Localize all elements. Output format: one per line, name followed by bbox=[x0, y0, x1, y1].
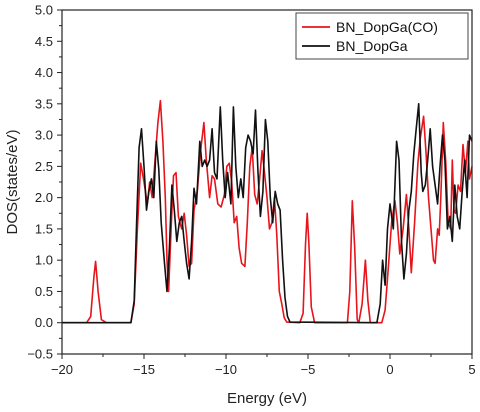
y-tick-label: 5.0 bbox=[35, 3, 53, 18]
plot-frame bbox=[61, 9, 473, 355]
y-tick-label: 0.0 bbox=[35, 315, 53, 330]
x-tick-label: 5 bbox=[468, 362, 475, 377]
y-tick-label: 2.0 bbox=[35, 190, 53, 205]
legend-label: BN_DopGa(CO) bbox=[336, 19, 438, 35]
x-axis-title: Energy (eV) bbox=[227, 390, 307, 407]
legend-label: BN_DopGa bbox=[336, 38, 408, 54]
x-tick-label: 0 bbox=[386, 362, 393, 377]
y-tick-label: 1.5 bbox=[35, 221, 53, 236]
y-axis-ticks: −0.5 0.0 0.5 1.0 1.5 2.0 2.5 3.0 3.5 4.0 4.5 5.0 bbox=[27, 3, 62, 362]
legend: BN_DopGa(CO) BN_DopGa bbox=[295, 12, 469, 60]
y-tick-label: 3.5 bbox=[35, 96, 53, 111]
x-tick-label: −10 bbox=[215, 362, 237, 377]
y-tick-label: 2.5 bbox=[35, 159, 53, 174]
y-tick-label: 4.5 bbox=[35, 34, 53, 49]
y-tick-label: 4.0 bbox=[35, 65, 53, 80]
series-line-1 bbox=[62, 99, 473, 324]
y-tick-label: 1.0 bbox=[35, 253, 53, 268]
y-tick-label: −0.5 bbox=[27, 347, 53, 362]
y-tick-label: 3.0 bbox=[35, 128, 53, 143]
x-tick-label: −15 bbox=[133, 362, 155, 377]
plot-lines bbox=[62, 99, 473, 324]
y-axis-title: DOS(states/eV) bbox=[4, 129, 21, 234]
x-tick-label: −20 bbox=[51, 362, 73, 377]
legend-box bbox=[295, 12, 469, 60]
y-tick-label: 0.5 bbox=[35, 284, 53, 299]
x-tick-label: −5 bbox=[301, 362, 316, 377]
x-axis-ticks: −20 −15 −10 −5 0 5 bbox=[51, 354, 476, 377]
series-line-2 bbox=[62, 103, 473, 324]
